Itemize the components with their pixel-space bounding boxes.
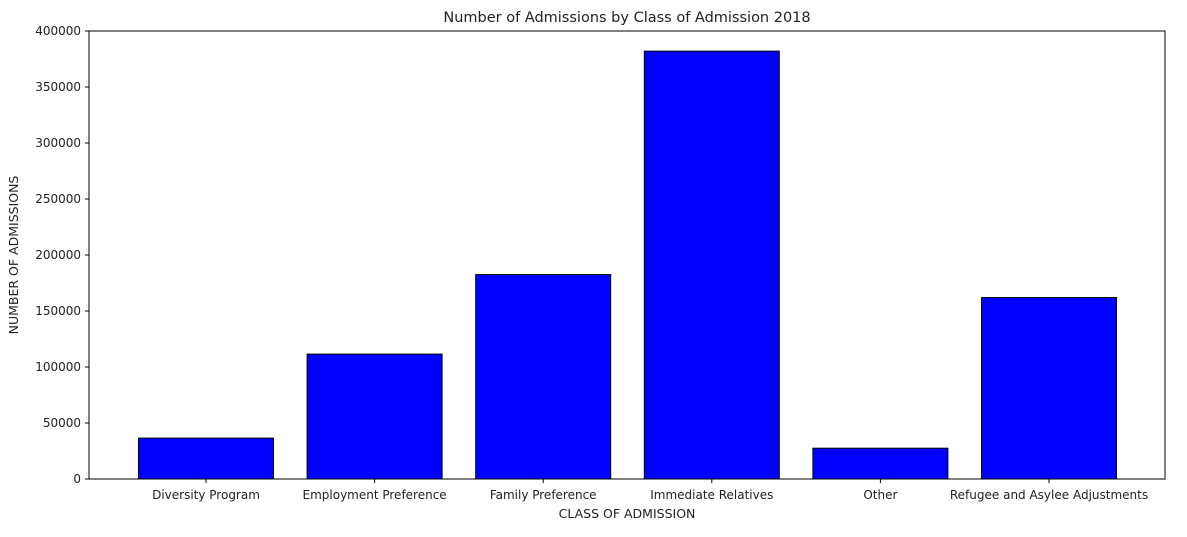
y-tick-label: 150000 (35, 304, 81, 318)
x-tick-label: Other (863, 488, 897, 502)
y-axis-ticks: 0 50000 100000 150000 200000 250000 300000 3500… (35, 24, 89, 486)
x-tick-label: Family Preference (490, 488, 597, 502)
x-axis-title: CLASS OF ADMISSION (559, 506, 696, 521)
bar-immediate-relatives (643, 50, 780, 480)
x-tick-label: Refugee and Asylee Adjustments (950, 488, 1148, 502)
x-axis-ticks: Diversity Program Employment Preference Fa… (152, 479, 1148, 502)
y-tick-label: 100000 (35, 360, 81, 374)
bar-employment-preference (306, 353, 443, 480)
y-tick-label: 300000 (35, 136, 81, 150)
x-tick-label: Employment Preference (303, 488, 447, 502)
y-tick-label: 350000 (35, 80, 81, 94)
bar-other (812, 447, 949, 480)
y-tick-label: 250000 (35, 192, 81, 206)
bar-refugee-and-asylee-adjustments (981, 297, 1117, 480)
bars-group (138, 50, 1117, 480)
x-tick-label: Diversity Program (152, 488, 260, 502)
y-tick-label: 200000 (35, 248, 81, 262)
bar-diversity-program (138, 437, 274, 480)
y-tick-label: 0 (73, 472, 81, 486)
y-tick-label: 50000 (43, 416, 81, 430)
x-tick-label: Immediate Relatives (650, 488, 773, 502)
y-tick-label: 400000 (35, 24, 81, 38)
y-axis-title: NUMBER OF ADMISSIONS (6, 176, 21, 335)
chart-title: Number of Admissions by Class of Admissi… (443, 10, 810, 26)
bar-family-preference (475, 274, 612, 480)
